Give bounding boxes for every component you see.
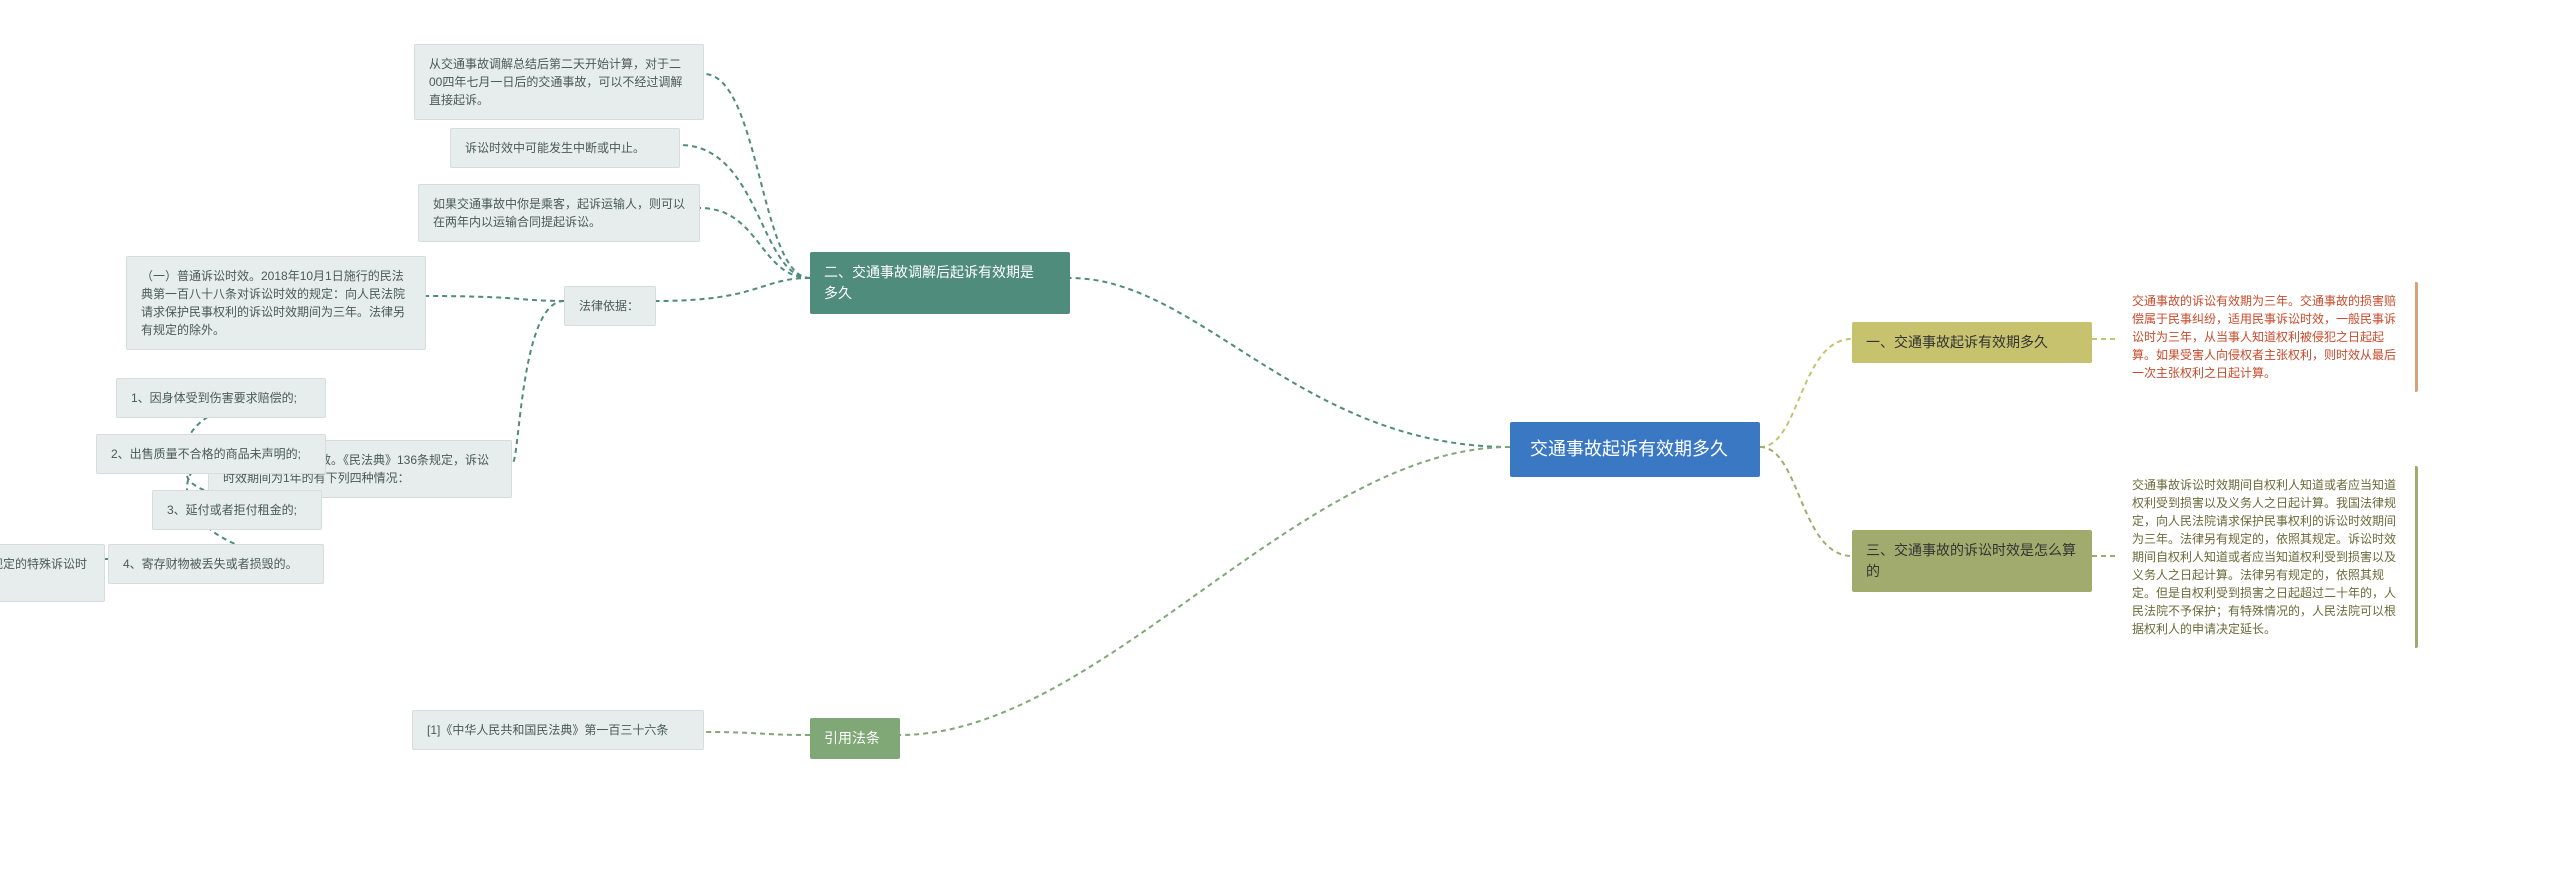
leaf-two-d2-2: 2、出售质量不合格的商品未声明的; — [96, 434, 326, 474]
leaf-four-a: [1]《中华人民共和国民法典》第一百三十六条 — [412, 710, 704, 750]
root-node: 交通事故起诉有效期多久 — [1510, 422, 1760, 477]
leaf-two-d2-1: 1、因身体受到伤害要求赔偿的; — [116, 378, 326, 418]
leaf-three-body: 交通事故诉讼时效期间自权利人知道或者应当知道权利受到损害以及义务人之日起计算。我… — [2118, 466, 2418, 648]
branch-four: 引用法条 — [810, 718, 900, 759]
leaf-two-a: 从交通事故调解总结后第二天开始计算，对于二00四年七月一日后的交通事故，可以不经… — [414, 44, 704, 120]
leaf-two-d2-3: 3、延付或者拒付租金的; — [152, 490, 322, 530]
leaf-two-b: 诉讼时效中可能发生中断或中止。 — [450, 128, 680, 168]
leaf-two-d: 法律依据： — [564, 286, 656, 326]
branch-two: 二、交通事故调解后起诉有效期是 多久 — [810, 252, 1070, 314]
branch-three: 三、交通事故的诉讼时效是怎么算 的 — [1852, 530, 2092, 592]
leaf-one-body: 交通事故的诉讼有效期为三年。交通事故的损害赔偿属于民事纠纷，适用民事诉讼时效，一… — [2118, 282, 2418, 392]
leaf-two-d2-4: 4、寄存财物被丢失或者损毁的。 — [108, 544, 324, 584]
leaf-two-c: 如果交通事故中你是乘客，起诉运输人，则可以在两年内以运输合同提起诉讼。 — [418, 184, 700, 242]
branch-one: 一、交通事故起诉有效期多久 — [1852, 322, 2092, 363]
leaf-two-d1: （一）普通诉讼时效。2018年10月1日施行的民法典第一百八十八条对诉讼时效的规… — [126, 256, 426, 350]
leaf-two-d2-5: （三）其他法律中规定的特殊诉讼时效 — [0, 544, 105, 602]
